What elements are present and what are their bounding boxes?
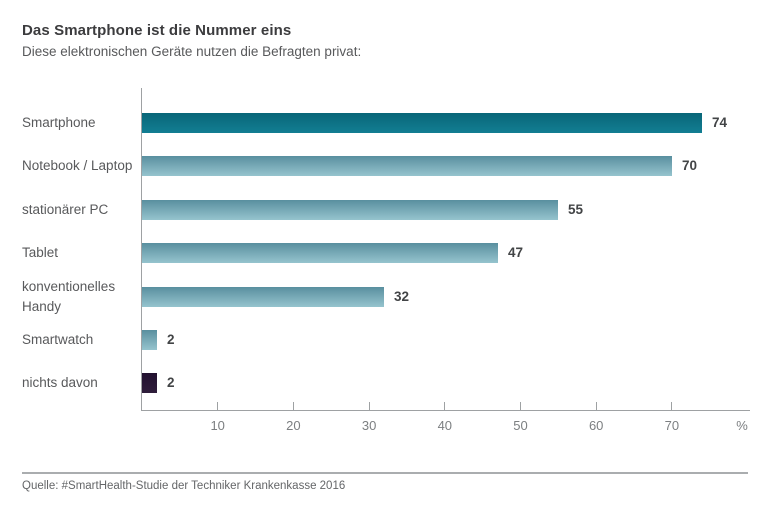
category-label: Tablet — [22, 245, 59, 260]
axis-tick — [671, 402, 673, 410]
axis-tick-label: 10 — [210, 418, 225, 433]
bar-row: nichts davon 2 — [0, 373, 770, 393]
axis-tick-label: 40 — [437, 418, 453, 433]
category-label: stationärer PC — [22, 202, 109, 217]
category-label: Smartphone — [22, 115, 96, 130]
axis-tick — [595, 402, 597, 410]
value-label: 70 — [682, 158, 698, 173]
axis-tick — [217, 402, 219, 410]
bar-row: konventionelles Handy 32 — [0, 279, 770, 314]
axis-tick — [368, 402, 370, 410]
bar-row: stationärer PC 55 — [0, 200, 770, 220]
value-label: 2 — [167, 375, 175, 390]
axis-tick-label: 30 — [361, 418, 377, 433]
axis-tick — [520, 402, 521, 410]
bar — [142, 243, 498, 263]
value-label: 32 — [394, 289, 410, 304]
category-label: nichts davon — [22, 375, 98, 390]
source-text: Quelle: #SmartHealth-Studie der Technike… — [22, 480, 346, 492]
bar — [142, 113, 702, 133]
source-divider — [22, 472, 748, 474]
axis-tick — [444, 402, 446, 410]
bar — [142, 287, 384, 307]
axis-tick-label: 20 — [286, 418, 301, 433]
value-label: 55 — [568, 202, 584, 217]
axis-tick-label: 70 — [664, 418, 680, 433]
chart-title: Das Smartphone ist die Nummer eins — [22, 22, 292, 39]
bar — [142, 330, 157, 350]
category-label: Smartwatch — [22, 332, 94, 347]
bar-row: Smartphone 74 — [0, 113, 770, 133]
bar-row: Notebook / Laptop 70 — [0, 156, 770, 176]
bar-row: Smartwatch 2 — [0, 330, 770, 350]
value-label: 2 — [167, 332, 175, 347]
value-label: 47 — [508, 245, 524, 260]
chart-subtitle: Diese elektronischen Geräte nutzen die B… — [22, 44, 362, 59]
axis-tick — [292, 402, 294, 410]
bar — [142, 156, 672, 176]
bar — [142, 373, 157, 393]
category-label: konventionelles Handy — [22, 279, 116, 314]
axis-tick-label: 50 — [513, 418, 528, 433]
x-axis-line — [141, 410, 750, 411]
value-label: 74 — [712, 115, 728, 130]
bar — [142, 200, 558, 220]
axis-tick-label: 60 — [588, 418, 604, 433]
y-axis-line — [141, 88, 142, 410]
bar-row: Tablet 47 — [0, 243, 770, 263]
category-label: Notebook / Laptop — [22, 158, 133, 173]
axis-unit-label: % — [736, 418, 748, 433]
